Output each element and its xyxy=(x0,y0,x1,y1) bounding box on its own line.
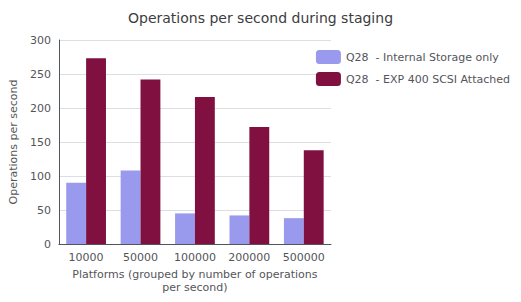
svg-text:per second): per second) xyxy=(162,281,227,294)
svg-text:Operations per second during s: Operations per second during staging xyxy=(128,10,393,26)
svg-text:Q28 - EXP 400 SCSI Attached: Q28 - EXP 400 SCSI Attached xyxy=(346,73,510,86)
svg-text:Platforms (grouped by number o: Platforms (grouped by number of operatio… xyxy=(72,268,317,281)
svg-text:300: 300 xyxy=(30,34,51,47)
svg-text:200: 200 xyxy=(30,102,51,115)
svg-text:500000: 500000 xyxy=(283,251,325,264)
svg-text:100000: 100000 xyxy=(174,251,216,264)
svg-text:10000: 10000 xyxy=(69,251,104,264)
svg-text:Q28 - Internal Storage only: Q28 - Internal Storage only xyxy=(346,51,499,64)
svg-text:50: 50 xyxy=(37,204,51,217)
svg-text:50000: 50000 xyxy=(123,251,158,264)
svg-text:200000: 200000 xyxy=(228,251,270,264)
svg-text:100: 100 xyxy=(30,170,51,183)
svg-text:0: 0 xyxy=(44,238,51,251)
svg-text:250: 250 xyxy=(30,68,51,81)
svg-text:Operations per second: Operations per second xyxy=(7,80,20,205)
svg-text:150: 150 xyxy=(30,136,51,149)
